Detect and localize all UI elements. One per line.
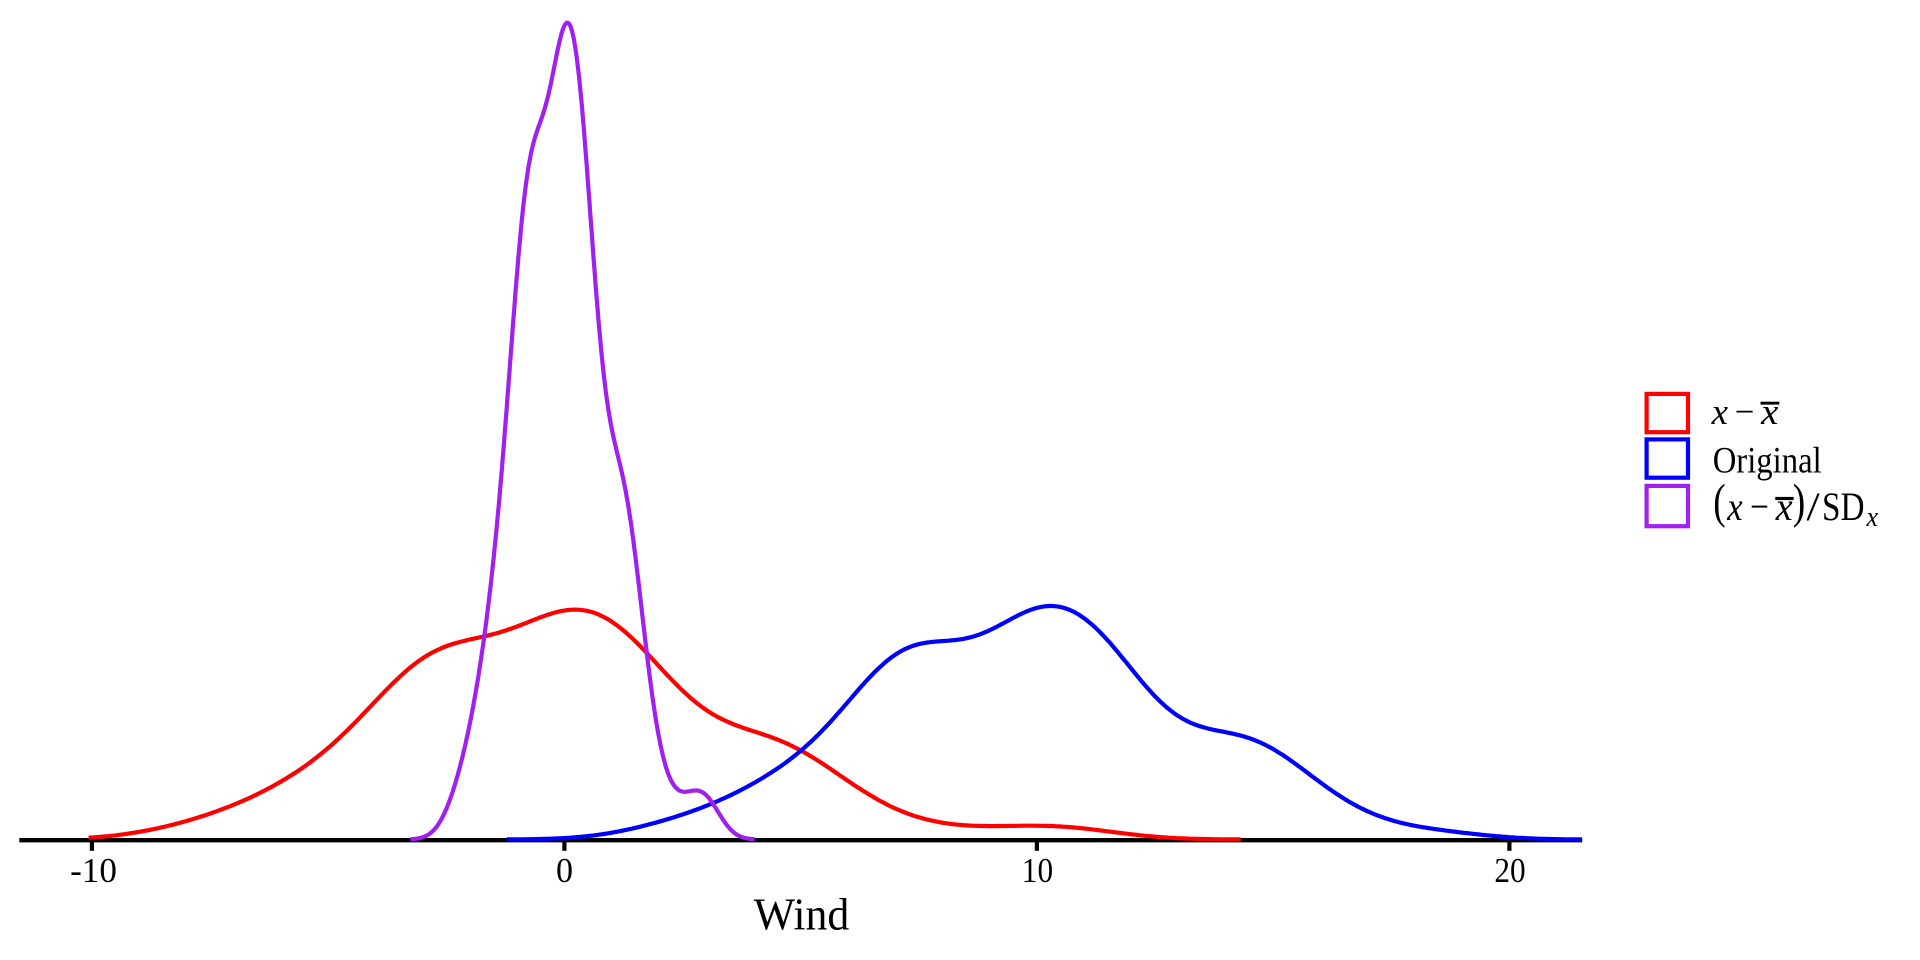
svg-text:10: 10 xyxy=(1022,852,1053,890)
svg-text:x: x xyxy=(1760,392,1779,433)
svg-text:x: x xyxy=(1726,484,1742,529)
svg-text:x: x xyxy=(1775,484,1793,529)
svg-text:SD: SD xyxy=(1822,484,1865,529)
svg-text:x: x xyxy=(1711,392,1729,433)
svg-text:20: 20 xyxy=(1494,852,1525,890)
svg-text:−: − xyxy=(1735,392,1755,433)
svg-text:/: / xyxy=(1806,484,1820,529)
svg-text:-10: -10 xyxy=(70,852,117,890)
svg-text:(: ( xyxy=(1713,474,1726,529)
svg-text:−: − xyxy=(1750,484,1769,529)
svg-text:Original: Original xyxy=(1713,440,1822,481)
svg-text:0: 0 xyxy=(556,852,573,890)
svg-text:x: x xyxy=(1866,502,1879,533)
svg-text:Wind: Wind xyxy=(754,890,850,940)
svg-text:): ) xyxy=(1793,474,1806,529)
